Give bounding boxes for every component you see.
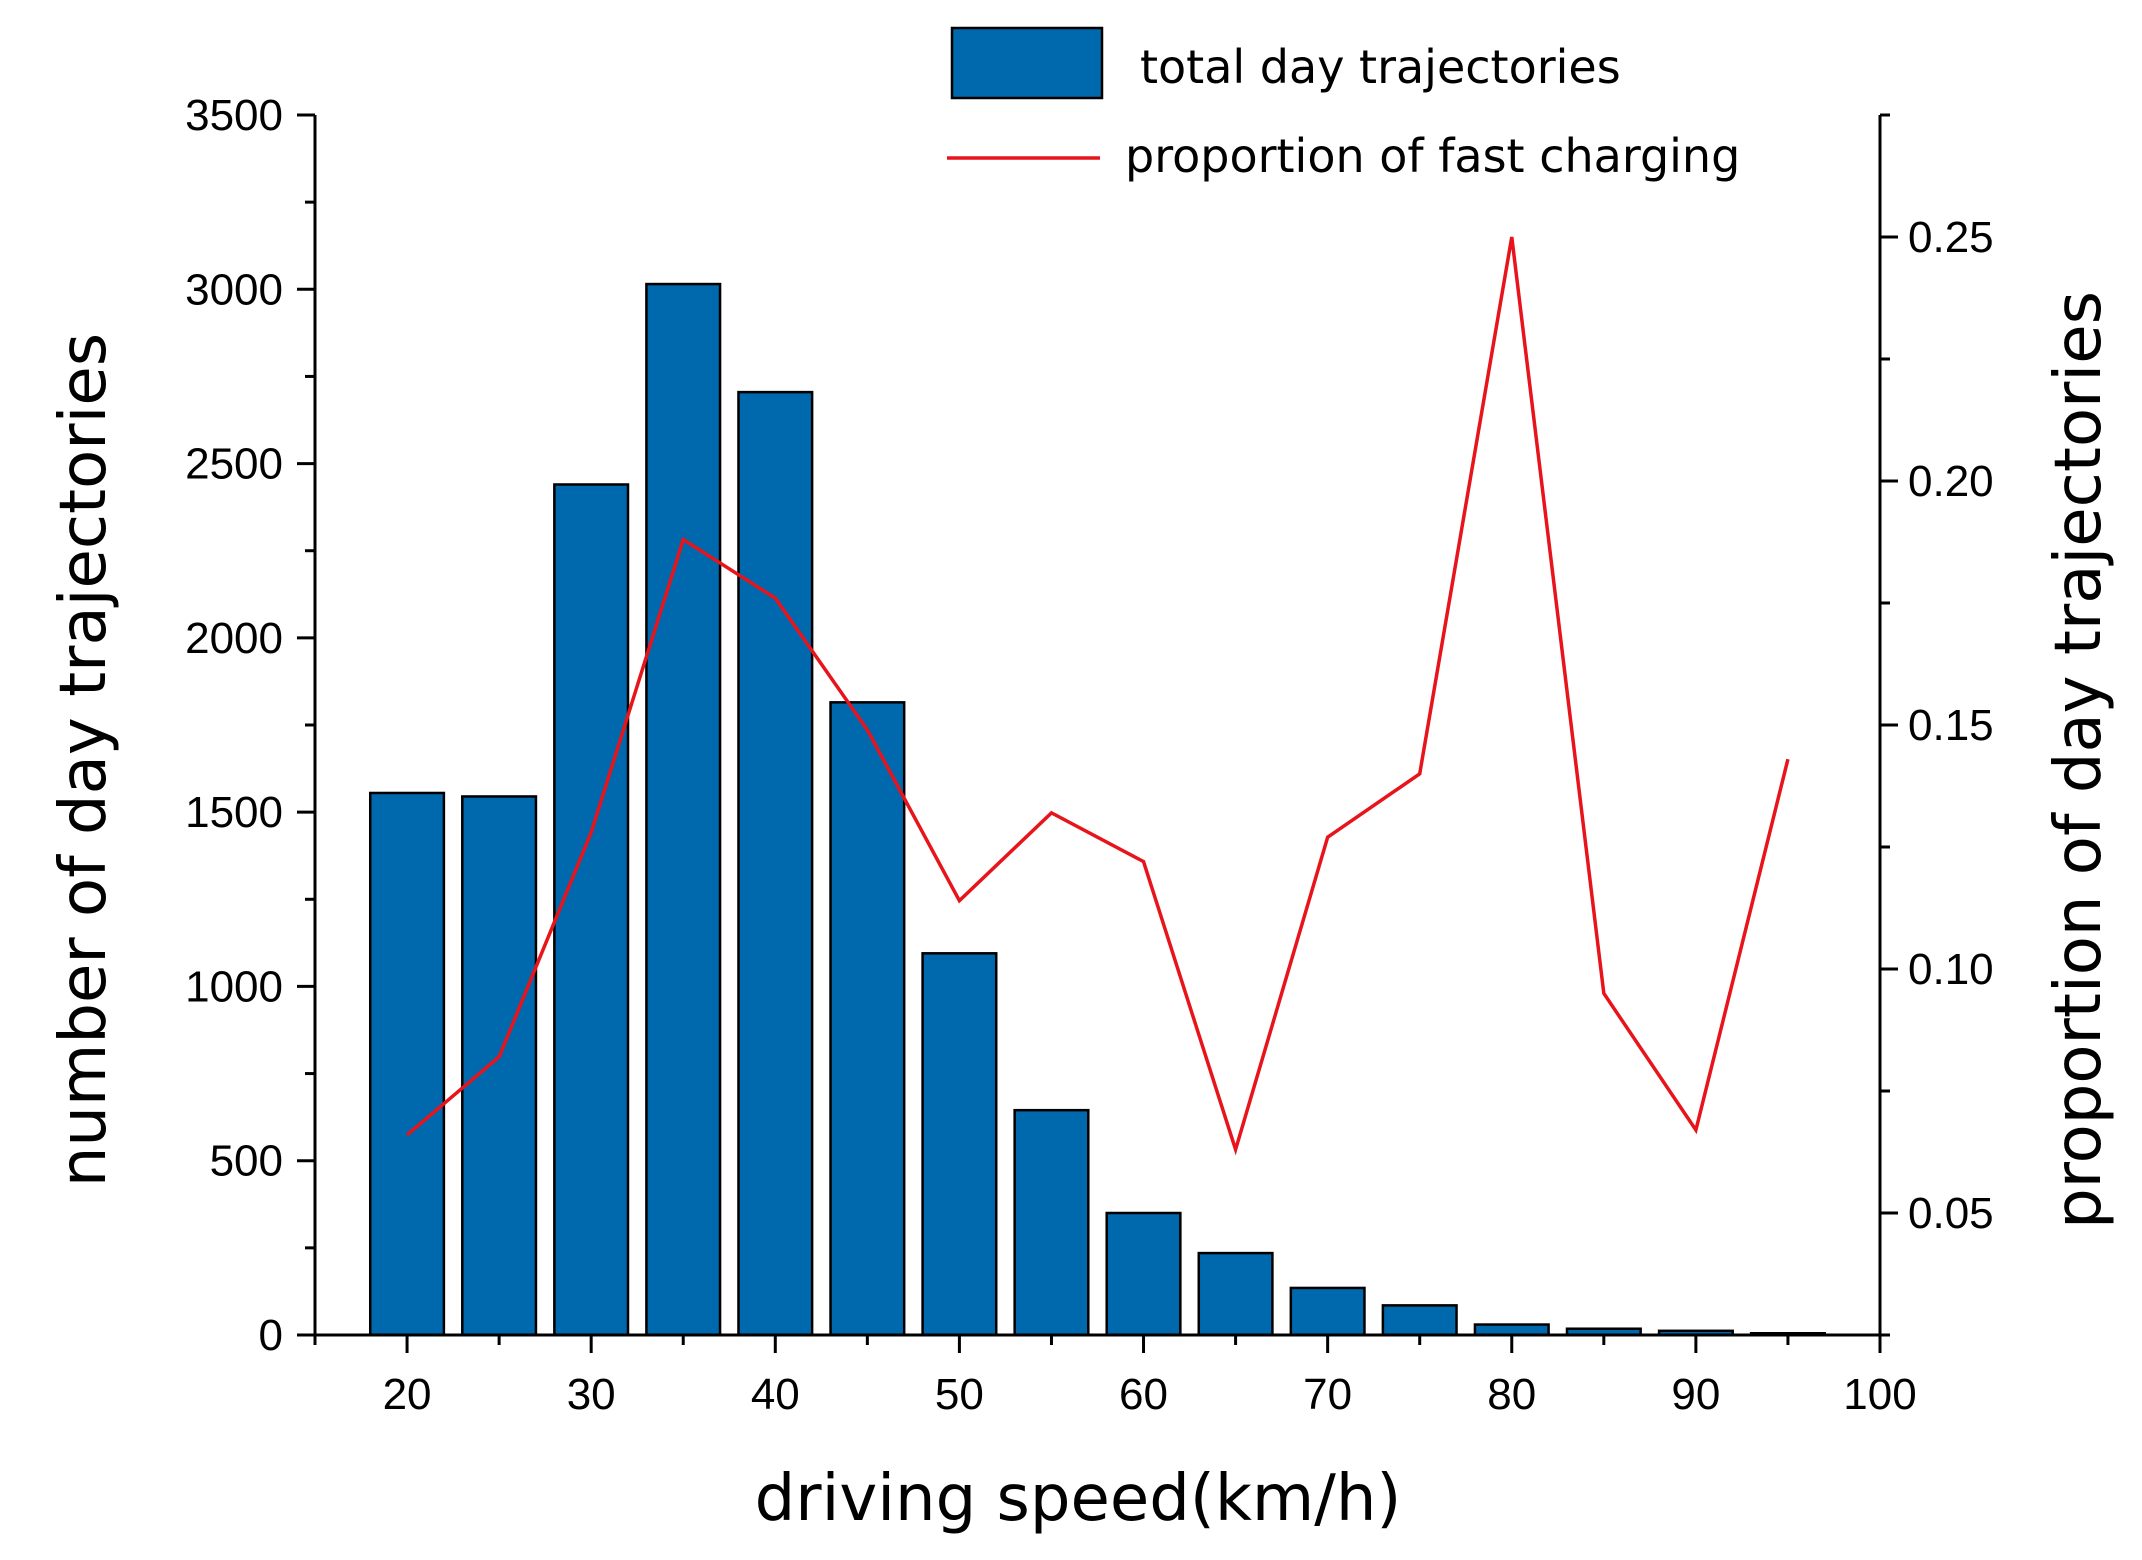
y-tick-label-1000: 1000 [185, 962, 283, 1011]
bar-20 [368, 791, 446, 1337]
x-tick-label-90: 90 [1671, 1370, 1720, 1419]
legend-bar-swatch [950, 26, 1104, 100]
legend-label-total: total day trajectories [1140, 40, 1621, 94]
bar-70 [1289, 1286, 1366, 1337]
x-tick-label-20: 20 [383, 1370, 432, 1419]
y-tick-label-0: 0 [259, 1311, 283, 1360]
bar-75 [1381, 1304, 1458, 1337]
bar-25 [461, 795, 538, 1337]
y-tick-label-2000: 2000 [185, 614, 283, 663]
y-tick-label-3500: 3500 [185, 91, 283, 140]
y2-tick-label-0: 0.05 [1908, 1189, 1994, 1238]
x-axis-title: driving speed(km/h) [755, 1462, 1402, 1536]
y-axis-title: number of day trajectories [47, 333, 121, 1187]
bar-60 [1105, 1211, 1182, 1337]
bar-45 [829, 701, 906, 1337]
y2-axis-title: proportion of day trajectories [2042, 291, 2116, 1229]
bar-80 [1473, 1323, 1550, 1337]
axes-layer: 20 30 40 50 60 70 80 90 100050010001500200025003… [185, 91, 1994, 1419]
y2-tick-label-3: 0.20 [1908, 457, 1994, 506]
x-tick-label-100: 100 [1843, 1370, 1916, 1419]
bars-layer [368, 282, 1827, 1337]
legend: total day trajectories proportion of fast… [947, 26, 1740, 183]
bar-65 [1197, 1251, 1274, 1337]
x-tick-label-50: 50 [935, 1370, 984, 1419]
y2-tick-label-2: 0.15 [1908, 701, 1994, 750]
fast-charging-line [405, 236, 1790, 1156]
x-tick-label-40: 40 [751, 1370, 800, 1419]
line-layer [405, 236, 1790, 1156]
bar-55 [1013, 1108, 1090, 1337]
legend-label-proportion: proportion of fast charging [1125, 129, 1740, 183]
x-tick-label-30: 30 [567, 1370, 616, 1419]
bar-40 [737, 390, 814, 1337]
y2-tick-label-4: 0.25 [1908, 213, 1994, 262]
y-tick-label-500: 500 [210, 1137, 283, 1186]
x-tick-label-60: 60 [1119, 1370, 1168, 1419]
y-tick-label-1500: 1500 [185, 788, 283, 837]
y-tick-label-3000: 3000 [185, 265, 283, 314]
y2-tick-label-1: 0.10 [1908, 945, 1994, 994]
bar-50 [921, 952, 998, 1337]
bar-35 [645, 282, 722, 1337]
x-tick-label-70: 70 [1303, 1370, 1352, 1419]
x-tick-label-80: 80 [1487, 1370, 1536, 1419]
y-tick-label-2500: 2500 [185, 440, 283, 489]
bar-30 [553, 483, 630, 1337]
